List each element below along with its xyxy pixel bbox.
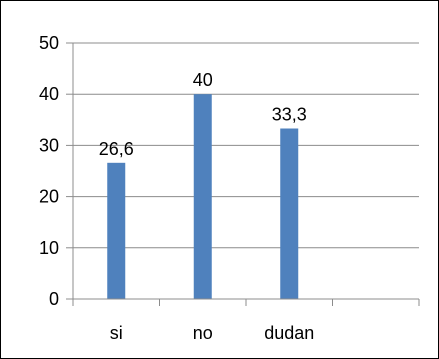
bar-dudan	[280, 128, 299, 299]
data-label: 26,6	[99, 139, 134, 159]
bars	[107, 94, 299, 299]
y-tick-label: 40	[39, 84, 59, 104]
axes	[66, 42, 420, 306]
x-category-label: si	[110, 323, 123, 343]
bar-si	[107, 162, 126, 299]
x-category-label: dudan	[264, 323, 314, 343]
y-tick-label: 50	[39, 33, 59, 53]
y-tick-label: 0	[49, 289, 59, 309]
data-label: 33,3	[272, 105, 307, 125]
labels: 0 10 20 30 40 50 26,6 si 40 no 33,3 dudan	[39, 33, 314, 343]
bar-no	[193, 94, 212, 299]
y-tick-label: 30	[39, 135, 59, 155]
data-label: 40	[193, 70, 213, 90]
y-tick-label: 20	[39, 187, 59, 207]
gridlines	[73, 42, 419, 249]
x-category-label: no	[193, 323, 213, 343]
y-tick-label: 10	[39, 238, 59, 258]
